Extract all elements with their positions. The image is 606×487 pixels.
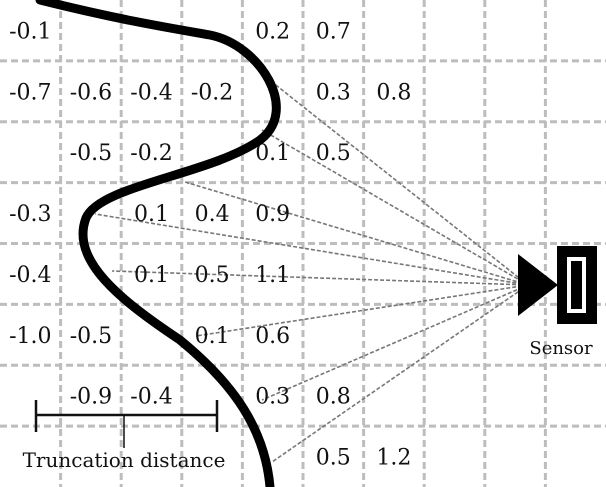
- sdf-value: 0.1: [134, 202, 169, 227]
- sdf-value: 0.8: [316, 385, 351, 410]
- sdf-value: 0.2: [255, 19, 290, 44]
- sdf-value: 0.9: [255, 202, 290, 227]
- sensor-ray: [94, 213, 529, 286]
- sdf-value: 0.6: [255, 324, 290, 349]
- sensor-label: Sensor: [529, 338, 593, 359]
- sdf-value: 1.1: [255, 263, 290, 288]
- sdf-value: -0.7: [9, 80, 51, 105]
- sdf-value: -0.9: [70, 385, 112, 410]
- sdf-value: -0.4: [130, 385, 172, 410]
- sdf-value: 0.1: [255, 141, 290, 166]
- sdf-value: -0.3: [9, 202, 51, 227]
- sensor: Sensor: [518, 246, 597, 359]
- sdf-values: -0.1 0.2 0.7 -0.7 -0.6 -0.4 -0.2 0.3 0.8 -0.5 -0.2…: [9, 19, 411, 470]
- sdf-value: -1.0: [9, 324, 51, 349]
- sdf-value: 0.3: [255, 385, 290, 410]
- sensor-ray: [184, 181, 529, 286]
- sdf-value: -0.4: [130, 80, 172, 105]
- sensor-ray: [261, 129, 529, 286]
- sensor-ray: [195, 284, 529, 337]
- sensor-icon: [518, 254, 558, 316]
- sensor-ray: [261, 284, 529, 401]
- sdf-value: 1.2: [376, 446, 411, 471]
- sdf-value: 0.1: [195, 324, 230, 349]
- sdf-value: 0.8: [376, 80, 411, 105]
- sensor-ray: [111, 270, 529, 286]
- sdf-value: 0.5: [316, 446, 351, 471]
- sdf-value: -0.4: [9, 263, 51, 288]
- sdf-value: 0.4: [195, 202, 230, 227]
- sensor-ray: [271, 81, 529, 286]
- sdf-value: 0.3: [316, 80, 351, 105]
- sensor-ray: [271, 284, 529, 463]
- sdf-value: 0.5: [195, 263, 230, 288]
- sdf-value: -0.5: [70, 141, 112, 166]
- sensor-rays: [94, 81, 529, 463]
- sensor-lens-inner: [571, 261, 582, 309]
- sdf-value: -0.6: [70, 80, 112, 105]
- sdf-value: -0.2: [130, 141, 172, 166]
- sdf-value: -0.5: [70, 324, 112, 349]
- truncation-marker: Truncation distance: [23, 400, 226, 472]
- truncation-label: Truncation distance: [23, 448, 226, 472]
- sdf-value: 0.5: [316, 141, 351, 166]
- sdf-value: 0.1: [134, 263, 169, 288]
- sdf-value: -0.1: [9, 19, 51, 44]
- surface-curve: [35, 0, 281, 487]
- sdf-value: 0.7: [316, 19, 351, 44]
- sdf-value: -0.2: [191, 80, 233, 105]
